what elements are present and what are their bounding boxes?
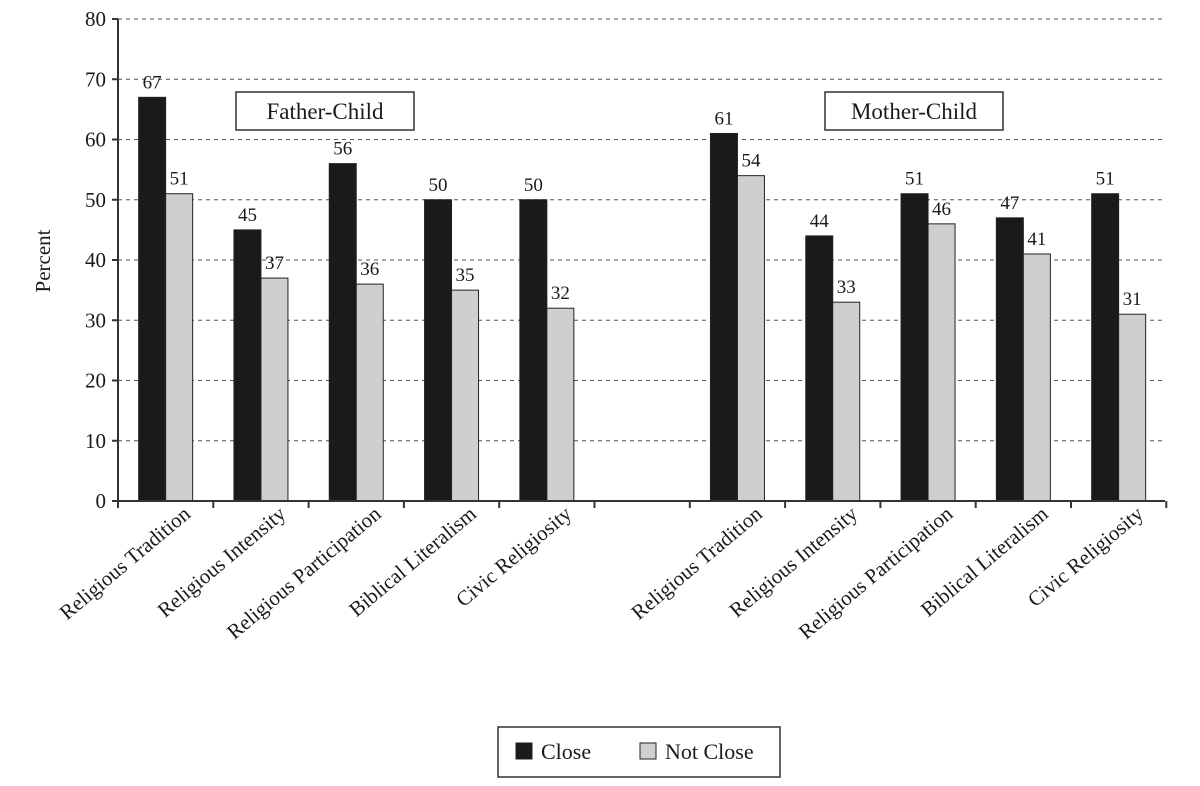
y-tick-label: 40 [85, 248, 106, 272]
data-label: 46 [932, 199, 951, 220]
bar-not-close [546, 307, 575, 502]
bar-not-close [355, 283, 384, 502]
data-label: 44 [810, 211, 830, 232]
data-label: 61 [714, 108, 733, 129]
legend-label: Not Close [665, 739, 754, 764]
axes [117, 19, 1168, 508]
bar-not-close [260, 277, 289, 502]
data-labels: 67 45 56 50 50 61 44 51 47 51 51 37 36 35 32 54 33 46 41 31 [143, 72, 1142, 310]
y-tick-label: 50 [85, 188, 106, 212]
bar-close [424, 199, 453, 502]
y-tick-label: 0 [96, 489, 107, 513]
bar-not-close [736, 175, 765, 502]
y-tick-label: 70 [85, 67, 106, 91]
data-label: 47 [1000, 193, 1019, 214]
data-label: 54 [741, 151, 761, 172]
bar-not-close [1022, 253, 1051, 502]
bar-not-close [1118, 313, 1147, 502]
data-label: 51 [170, 169, 189, 190]
y-axis-label: Percent [31, 229, 55, 292]
bar-close [138, 96, 167, 502]
legend-box [497, 726, 781, 778]
panel-labels: Father-Child Mother-Child [235, 91, 1004, 131]
data-label: 56 [333, 139, 352, 160]
y-axis-ticks: 0 10 20 30 40 50 60 70 80 [85, 7, 118, 513]
data-label: 45 [238, 205, 257, 226]
legend: Close Not Close [497, 726, 781, 778]
data-label: 33 [837, 277, 856, 298]
data-label: 41 [1027, 229, 1046, 250]
bar-close [709, 132, 738, 502]
legend-swatch-close [515, 742, 533, 760]
y-tick-label: 20 [85, 369, 106, 393]
bar-not-close [165, 193, 194, 502]
data-label: 51 [1096, 169, 1115, 190]
bar-close [519, 199, 548, 502]
bar-close [900, 193, 929, 502]
y-tick-label: 60 [85, 128, 106, 152]
bar-close [233, 229, 262, 502]
gridlines [118, 18, 1165, 442]
panel-label: Father-Child [266, 99, 384, 124]
legend-swatch-not-close [639, 742, 657, 760]
data-label: 37 [265, 253, 284, 274]
y-tick-label: 10 [85, 429, 106, 453]
bar-not-close [451, 289, 480, 502]
bar-close [805, 235, 834, 502]
data-label: 50 [524, 175, 543, 196]
y-tick-label: 30 [85, 308, 106, 332]
data-label: 32 [551, 283, 570, 304]
legend-label: Close [541, 739, 591, 764]
data-label: 35 [456, 265, 475, 286]
category-label: Religious Participation [794, 501, 958, 644]
bar-close [328, 163, 357, 502]
data-label: 50 [429, 175, 448, 196]
panel-label-box [824, 91, 1004, 131]
bar-close [1091, 193, 1120, 502]
panel-label-box [235, 91, 415, 131]
panel-label: Mother-Child [851, 99, 978, 124]
category-label: Religious Participation [222, 501, 386, 644]
data-label: 31 [1123, 289, 1142, 310]
y-tick-label: 80 [85, 7, 106, 31]
bar-close [995, 217, 1024, 502]
bar-not-close [832, 301, 861, 502]
data-label: 67 [143, 72, 162, 93]
data-label: 36 [360, 259, 379, 280]
bar-not-close [927, 223, 956, 502]
data-label: 51 [905, 169, 924, 190]
